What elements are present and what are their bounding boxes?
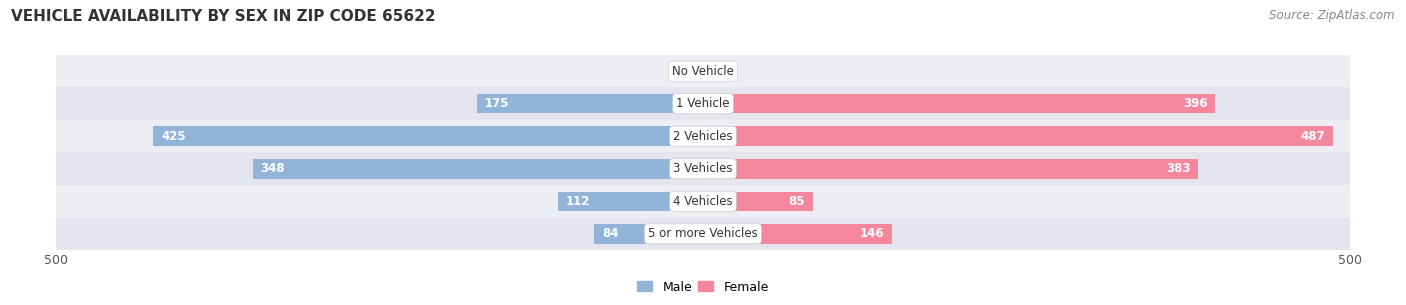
Text: 4 Vehicles: 4 Vehicles xyxy=(673,195,733,208)
Bar xyxy=(56,88,1350,120)
Text: 3 Vehicles: 3 Vehicles xyxy=(673,162,733,175)
Bar xyxy=(703,94,1215,113)
Text: 383: 383 xyxy=(1166,162,1191,175)
Text: 425: 425 xyxy=(162,130,186,143)
Text: No Vehicle: No Vehicle xyxy=(672,65,734,78)
Text: 348: 348 xyxy=(260,162,285,175)
Text: 2 Vehicles: 2 Vehicles xyxy=(673,130,733,143)
Text: 396: 396 xyxy=(1182,97,1208,110)
Bar xyxy=(56,185,1350,217)
Text: 1 Vehicle: 1 Vehicle xyxy=(676,97,730,110)
Bar xyxy=(703,127,1333,146)
Legend: Male, Female: Male, Female xyxy=(633,275,773,299)
Bar xyxy=(703,192,813,211)
Text: 85: 85 xyxy=(789,195,806,208)
Text: 175: 175 xyxy=(485,97,509,110)
Text: 146: 146 xyxy=(859,227,884,240)
Text: Source: ZipAtlas.com: Source: ZipAtlas.com xyxy=(1270,9,1395,22)
Bar xyxy=(56,152,1350,185)
Text: 5 or more Vehicles: 5 or more Vehicles xyxy=(648,227,758,240)
Bar xyxy=(253,159,703,178)
Bar xyxy=(56,55,1350,88)
Bar xyxy=(56,217,1350,250)
Bar xyxy=(477,94,703,113)
Text: 112: 112 xyxy=(565,195,591,208)
Bar xyxy=(558,192,703,211)
Text: 0: 0 xyxy=(709,65,716,78)
Bar xyxy=(153,127,703,146)
Text: VEHICLE AVAILABILITY BY SEX IN ZIP CODE 65622: VEHICLE AVAILABILITY BY SEX IN ZIP CODE … xyxy=(11,9,436,24)
Text: 0: 0 xyxy=(690,65,697,78)
Text: 84: 84 xyxy=(602,227,619,240)
Bar xyxy=(595,224,703,244)
Bar xyxy=(703,159,1198,178)
Text: 487: 487 xyxy=(1301,130,1326,143)
Bar xyxy=(703,224,891,244)
Bar xyxy=(56,120,1350,152)
